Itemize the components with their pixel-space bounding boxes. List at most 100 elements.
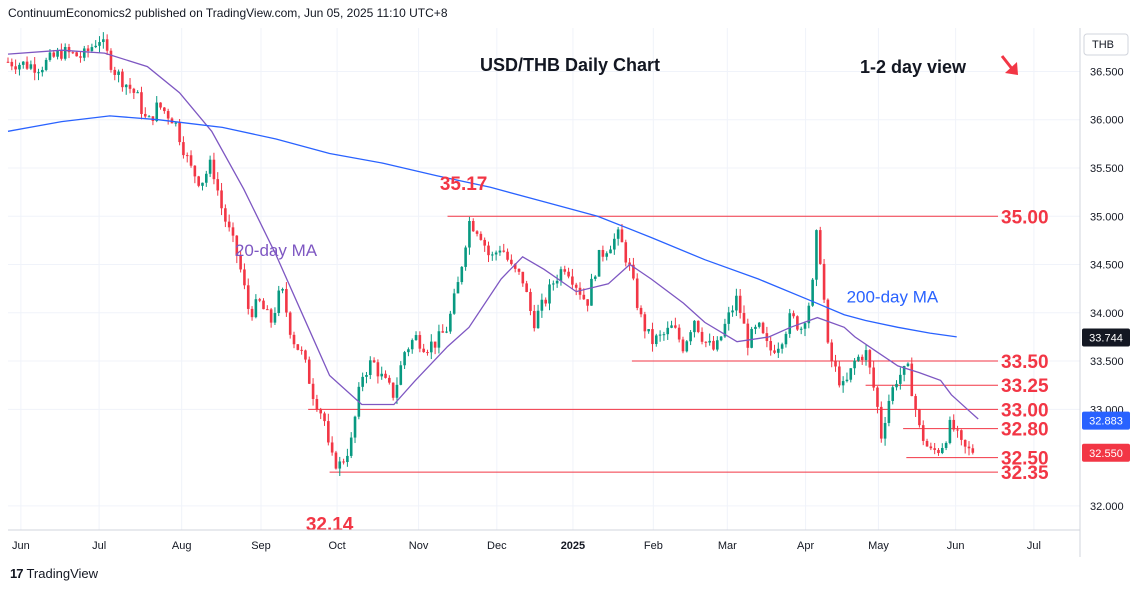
candle-body	[121, 71, 124, 88]
candle	[571, 268, 574, 290]
candle	[704, 341, 708, 348]
candle	[563, 265, 567, 275]
candle-body	[258, 299, 261, 301]
candle	[685, 339, 689, 353]
candle-body	[102, 39, 105, 43]
candle-body	[437, 331, 441, 348]
candle-body	[231, 227, 235, 236]
candle-body	[895, 383, 898, 388]
candle-body	[948, 419, 952, 443]
candle-body	[285, 288, 288, 313]
candle	[918, 408, 921, 428]
candle-body	[708, 340, 711, 343]
candle-body	[208, 159, 212, 174]
candle-body	[395, 384, 399, 398]
candle-body	[605, 253, 609, 257]
candle-body	[796, 316, 799, 330]
candle	[456, 276, 460, 294]
candle	[323, 411, 326, 426]
candle	[227, 214, 231, 232]
candle	[532, 304, 536, 332]
candle	[948, 416, 952, 445]
candle-body	[250, 308, 254, 318]
candle	[853, 357, 856, 375]
candle	[956, 425, 959, 438]
candle-body	[464, 247, 467, 267]
candle	[368, 356, 372, 380]
annotation-32.14: 32.14	[306, 514, 354, 535]
candle	[494, 250, 498, 261]
candle-body	[327, 421, 330, 443]
candle-body	[29, 64, 33, 69]
candle-body	[891, 387, 895, 401]
candle-body	[82, 48, 86, 58]
candle-body	[426, 352, 429, 354]
candle	[56, 47, 59, 60]
candle	[254, 294, 258, 319]
candle	[738, 289, 742, 319]
candle	[71, 51, 75, 55]
currency-badge: THB	[1083, 33, 1129, 56]
x-axis: Jun Jul Aug Sep Oct Nov Dec 2025 Feb Mar Apr May Jun…	[8, 529, 1080, 552]
tradingview-footer[interactable]: 17 TradingView	[10, 566, 98, 581]
candle	[914, 393, 917, 417]
level-label-35.00: 35.00	[1001, 207, 1049, 228]
candle	[82, 45, 86, 62]
candle-body	[174, 122, 178, 124]
candle-body	[445, 331, 448, 333]
candle-body	[189, 155, 193, 166]
candle-body	[14, 66, 17, 70]
candle	[437, 324, 441, 354]
candle-body	[853, 360, 856, 369]
candle-body	[6, 61, 10, 63]
candle-body	[780, 344, 784, 349]
candle-body	[510, 259, 513, 264]
candle-body	[10, 61, 14, 67]
candle-body	[857, 356, 860, 361]
candle	[414, 331, 418, 341]
candle	[224, 204, 227, 228]
candle	[860, 354, 864, 365]
candle-body	[319, 409, 323, 414]
candle-body	[410, 340, 414, 350]
x-tick-label: Jun	[12, 540, 30, 552]
candle	[212, 152, 216, 185]
candle	[349, 432, 353, 459]
candle-body	[113, 69, 117, 75]
candle	[750, 326, 753, 349]
candle	[277, 285, 281, 317]
candle	[79, 51, 82, 63]
candle	[746, 318, 750, 356]
candle-body	[44, 59, 48, 70]
candle	[876, 386, 879, 414]
candle	[14, 59, 17, 74]
candle-body	[727, 312, 731, 324]
candle-body	[799, 328, 803, 330]
candle	[266, 305, 269, 311]
level-label-33.50: 33.50	[1001, 352, 1049, 373]
candle-body	[136, 92, 139, 94]
x-tick-label: Oct	[329, 540, 346, 552]
candle	[464, 245, 467, 271]
candle	[429, 334, 433, 360]
candle-body	[399, 365, 403, 385]
candle-body	[56, 50, 59, 57]
candle	[33, 57, 36, 81]
level-label-32.80: 32.80	[1001, 420, 1049, 441]
candle	[635, 273, 639, 311]
candle	[25, 56, 29, 70]
candle	[449, 310, 452, 334]
candle	[471, 218, 475, 232]
candle-body	[632, 264, 635, 279]
candle-body	[849, 368, 853, 380]
candle	[197, 175, 200, 188]
y-tick-label: 36.500	[1090, 66, 1124, 78]
candle	[418, 331, 422, 353]
candle	[807, 302, 811, 329]
candle-body	[143, 113, 147, 117]
price-tag-ma20: 32.883	[1082, 411, 1130, 430]
candle	[906, 362, 910, 367]
candle	[799, 326, 803, 335]
